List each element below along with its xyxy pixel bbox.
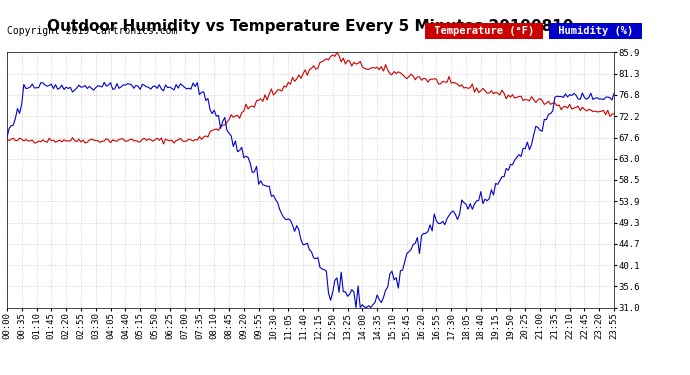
Text: Temperature (°F): Temperature (°F) — [428, 26, 540, 36]
Text: Copyright 2019 Cartronics.com: Copyright 2019 Cartronics.com — [7, 26, 177, 36]
Text: Humidity (%): Humidity (%) — [552, 26, 640, 36]
Text: Outdoor Humidity vs Temperature Every 5 Minutes 20190810: Outdoor Humidity vs Temperature Every 5 … — [48, 19, 573, 34]
